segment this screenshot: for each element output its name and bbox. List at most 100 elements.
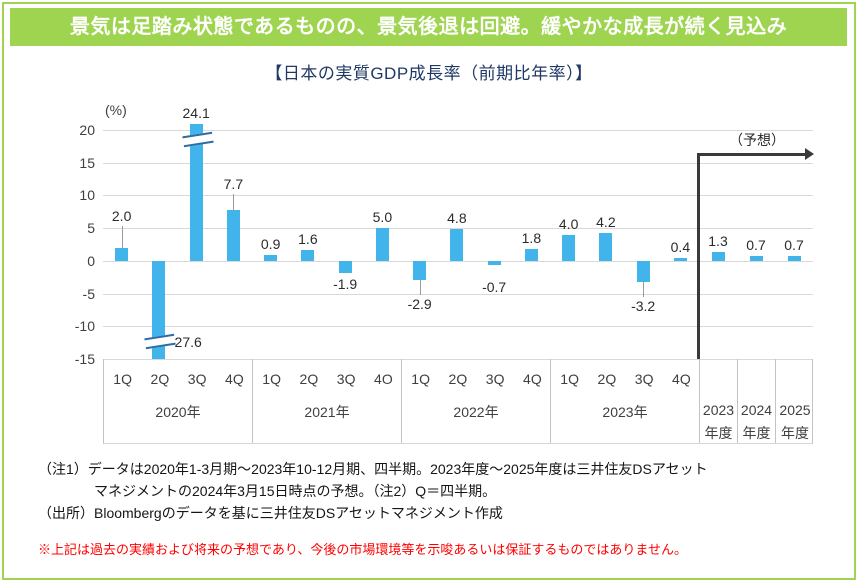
bar-label-2023年-3Q: -3.2: [631, 297, 656, 314]
bar-label-2021年-2Q: 1.6: [298, 231, 318, 248]
header-title: 景気は足踏み状態であるものの、景気後退は回避。緩やかな成長が続く見込み: [69, 16, 788, 38]
bar-2022年-2Q: [450, 229, 464, 261]
gridline-5: [103, 228, 813, 230]
bar-label-2022年-3Q: -0.7: [482, 279, 507, 296]
bar-fy-2023: [711, 252, 725, 261]
fy-label-unit-2024: 年度: [742, 425, 771, 441]
ytick--5: -5: [82, 285, 95, 302]
ytick-5: 5: [87, 220, 95, 237]
ytick-0: 0: [87, 252, 95, 269]
fy-label-unit-2025: 年度: [781, 425, 809, 441]
year-group-2023年: 1Q 2Q 3Q 4Q 2023年: [551, 359, 700, 443]
y-axis-unit-label: (%): [105, 102, 127, 118]
forecast-arrow: [697, 153, 805, 156]
forecast-arrowhead-icon: [805, 148, 814, 160]
gridline--10: [103, 326, 813, 328]
forecast-label: （予想）: [729, 132, 785, 148]
gridline-0: [103, 260, 813, 262]
label-leader-2022年-1Q: [419, 279, 421, 295]
ytick--15: -15: [74, 351, 95, 367]
bar-label-fy-2024: 0.7: [746, 237, 766, 254]
xtick-2020年-4Q: 4Q: [225, 371, 244, 387]
xtick-2020年-2Q: 2Q: [150, 371, 170, 387]
gridline-20: [103, 130, 813, 131]
gridline--15: [103, 359, 813, 360]
bar-2022年-3Q: [487, 260, 501, 266]
bar-2021年-2Q: [301, 250, 315, 261]
label-leader-2023年-3Q: [643, 281, 645, 297]
footnote-note1-line1: （注1）データは2020年1-3月期～2023年10-12月期、四半期。2023…: [38, 461, 708, 477]
ytick-15: 15: [79, 154, 95, 171]
bar-2021年-4O: [375, 228, 389, 261]
bar-label-2023年-1Q: 4.0: [558, 215, 579, 232]
bar-label-fy-2023: 1.3: [708, 233, 728, 250]
axis-break-icon: [182, 131, 214, 148]
bar-label-2020年-3Q: 24.1: [182, 105, 210, 121]
bar-label-2022年-2Q: 4.8: [447, 210, 467, 227]
bar-2021年-1Q: [264, 254, 278, 261]
bar-label-2021年-4O: 5.0: [372, 209, 393, 226]
year-group-2020年: 1Q 2Q 3Q 4Q 2020年: [104, 359, 253, 443]
xtick-2023年-2Q: 2Q: [597, 371, 617, 387]
bar-2023年-4Q: [673, 258, 687, 261]
label-leader-2020年-1Q: [121, 225, 123, 248]
xtick-2022年-4Q: 4Q: [523, 371, 542, 387]
chart-title: 【日本の実質GDP成長率（前期比年率）】: [265, 64, 593, 83]
year-label-2021年: 2021年: [304, 404, 350, 420]
ytick--10: -10: [74, 318, 95, 335]
xtick-2022年-3Q: 3Q: [485, 371, 505, 387]
bar-label-2021年-3Q: -1.9: [333, 276, 358, 293]
year-group-2021年: 1Q 2Q 3Q 4O 2021年: [253, 359, 402, 443]
fy-cell-2024: 2024 年度: [738, 359, 776, 443]
xtick-2022年-1Q: 1Q: [411, 371, 430, 387]
gridline-15: [103, 162, 813, 164]
ytick-10: 10: [79, 187, 95, 204]
bar-2020年-1Q: [115, 247, 129, 261]
header-banner: 景気は足踏み状態であるものの、景気後退は回避。緩やかな成長が続く見込み: [10, 8, 847, 46]
bar-fy-2025: [787, 256, 801, 261]
year-group-2022年: 1Q 2Q 3Q 4Q 2022年: [402, 359, 551, 443]
year-label-2020年: 2020年: [155, 404, 201, 420]
disclaimer-text: ※上記は過去の実績および将来の予想であり、今後の市場環境等を示唆あるいは保証する…: [38, 542, 687, 557]
label-leader-2020年-4Q: [233, 194, 235, 211]
xtick-2023年-1Q: 1Q: [560, 371, 579, 387]
bar-2020年-3Q: [189, 124, 203, 261]
footnote-source: （出所）Bloombergのデータを基に三井住友DSアセットマネジメント作成: [38, 505, 503, 521]
fy-label-unit-2023: 年度: [704, 425, 733, 441]
bar-label-2021年-1Q: 0.9: [260, 235, 281, 252]
fy-label-2024: 2024: [740, 402, 773, 418]
bar-2023年-1Q: [562, 234, 576, 261]
forecast-divider-line: [697, 154, 700, 359]
bar-fy-2024: [749, 256, 763, 261]
xtick-2021年-3Q: 3Q: [336, 371, 356, 387]
bar-2023年-3Q: [636, 260, 650, 282]
xtick-2020年-1Q: 1Q: [113, 371, 132, 387]
bar-2021年-3Q: [338, 260, 352, 274]
bar-2022年-1Q: [413, 260, 427, 280]
bar-label-2020年-2Q: -27.6: [169, 334, 202, 350]
bar-label-fy-2025: 0.7: [784, 237, 804, 254]
year-label-2022年: 2022年: [453, 404, 499, 420]
xtick-2021年-1Q: 1Q: [262, 371, 281, 387]
footnote-note1-line2: マネジメントの2024年3月15日時点の予想。（注2）Q＝四半期。: [94, 483, 497, 499]
x-axis-label-table: 1Q 2Q 3Q 4Q 2020年 1Q 2Q 3Q 4O 2021年 1Q 2Q 3Q 4Q 2022年 1…: [103, 359, 813, 444]
bar-label-2023年-2Q: 4.2: [596, 214, 616, 231]
fy-label-2023: 2023: [702, 402, 735, 418]
gridline-10: [103, 195, 813, 197]
bar-2020年-4Q: [226, 210, 240, 261]
plot-area: (%) 20 15 10 5 0 -5 -10 -15 2.0 -27.6 24.1 7.7 0.9 1.…: [75, 102, 814, 366]
ytick-20: 20: [79, 122, 95, 138]
bar-2023年-2Q: [599, 233, 613, 261]
xtick-2020年-3Q: 3Q: [187, 371, 207, 387]
fy-cell-2023: 2023 年度: [700, 359, 738, 443]
bar-label-2020年-4Q: 7.7: [223, 176, 244, 193]
year-label-2023年: 2023年: [602, 404, 648, 420]
bar-label-2022年-4Q: 1.8: [521, 230, 542, 247]
gridline--5: [103, 293, 813, 295]
xtick-2021年-2Q: 2Q: [299, 371, 319, 387]
fy-cell-2025: 2025 年度: [776, 359, 814, 443]
bar-label-2020年-1Q: 2.0: [111, 207, 132, 224]
bar-label-2023年-4Q: 0.4: [670, 239, 691, 256]
bar-label-2022年-1Q: -2.9: [407, 295, 432, 312]
